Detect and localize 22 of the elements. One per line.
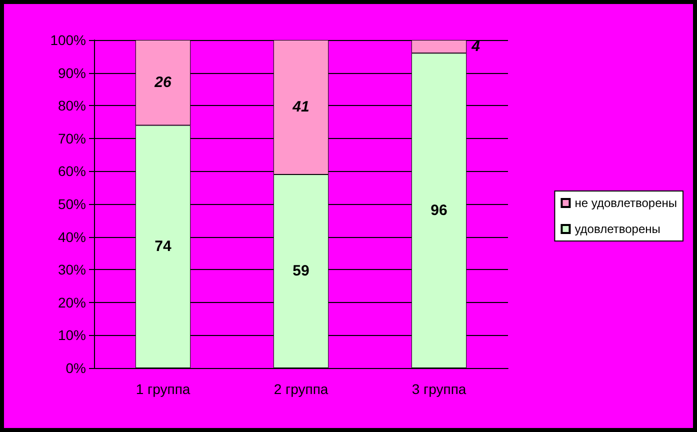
y-tick-label: 10%	[58, 327, 86, 344]
legend-label: удовлетворены	[574, 222, 660, 236]
x-tick-label: 3 группа	[412, 381, 466, 397]
data-label: 41	[292, 98, 310, 116]
y-tick-label: 100%	[50, 32, 86, 48]
data-label: 74	[154, 238, 172, 256]
y-tick-label: 80%	[58, 98, 86, 114]
y-tick-label: 30%	[58, 262, 86, 278]
y-tick-label: 60%	[58, 163, 86, 180]
legend-label: не удовлетворены	[574, 196, 678, 210]
data-label: 59	[292, 262, 310, 280]
x-tick-label: 1 группа	[136, 381, 190, 397]
data-label: 4	[470, 38, 481, 56]
y-tick-label: 50%	[58, 196, 86, 212]
y-tick-label: 0%	[66, 360, 86, 376]
x-tick-label: 2 группа	[274, 381, 328, 397]
data-label: 26	[154, 74, 172, 92]
y-tick-label: 20%	[58, 294, 86, 310]
data-label: 96	[430, 202, 448, 220]
y-tick-label: 40%	[58, 228, 86, 245]
y-tick-label: 70%	[58, 130, 86, 146]
y-tick-label: 90%	[58, 64, 86, 81]
